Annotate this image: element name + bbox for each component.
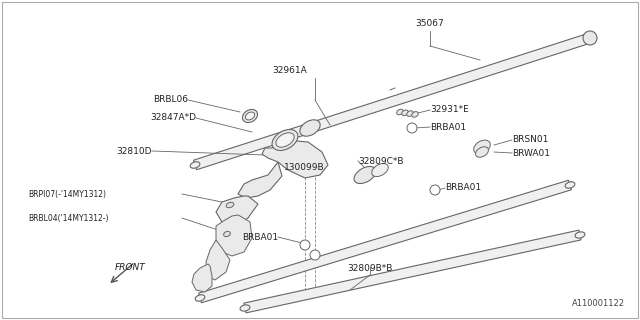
Circle shape [300,240,310,250]
Text: 32809C*B: 32809C*B [358,156,403,165]
Polygon shape [198,180,572,303]
Text: 32847A*D: 32847A*D [150,114,196,123]
Circle shape [407,123,417,133]
Polygon shape [244,230,581,313]
Text: A110001122: A110001122 [572,299,625,308]
Ellipse shape [412,112,419,117]
Polygon shape [262,140,328,178]
Text: BRSN01: BRSN01 [512,135,548,145]
Ellipse shape [276,133,294,147]
Text: BRPI07(-'14MY1312): BRPI07(-'14MY1312) [28,189,106,198]
Circle shape [583,31,597,45]
Polygon shape [216,196,258,226]
Text: BRBA01: BRBA01 [242,233,278,242]
Polygon shape [216,215,252,256]
Ellipse shape [223,231,230,236]
Ellipse shape [372,164,388,177]
Text: BRBA01: BRBA01 [445,183,481,193]
Polygon shape [192,264,212,292]
Text: BRBL06: BRBL06 [153,95,188,105]
Ellipse shape [226,202,234,208]
Text: 32809B*B: 32809B*B [348,264,393,273]
Ellipse shape [195,295,205,301]
Text: 32931*E: 32931*E [430,106,468,115]
Text: 32810D: 32810D [116,147,152,156]
Ellipse shape [476,147,488,157]
Ellipse shape [474,140,490,154]
Text: 130099B: 130099B [284,163,324,172]
Text: BRBL04('14MY1312-): BRBL04('14MY1312-) [28,213,109,222]
Ellipse shape [575,232,585,238]
Ellipse shape [272,130,298,150]
Ellipse shape [565,182,575,188]
Ellipse shape [245,112,255,120]
Text: BRWA01: BRWA01 [512,148,550,157]
Polygon shape [193,33,591,170]
Polygon shape [238,162,282,198]
Text: 32961A: 32961A [273,66,307,75]
Ellipse shape [397,109,403,115]
Ellipse shape [585,35,595,41]
Ellipse shape [402,110,408,116]
Ellipse shape [300,120,320,136]
Ellipse shape [190,162,200,168]
Text: BRBA01: BRBA01 [430,123,466,132]
Ellipse shape [407,111,413,116]
Circle shape [310,250,320,260]
Ellipse shape [243,109,257,123]
Text: 35067: 35067 [415,19,444,28]
Ellipse shape [240,305,250,311]
Ellipse shape [354,166,376,184]
Text: FRONT: FRONT [115,263,145,273]
Circle shape [430,185,440,195]
Polygon shape [206,240,230,280]
